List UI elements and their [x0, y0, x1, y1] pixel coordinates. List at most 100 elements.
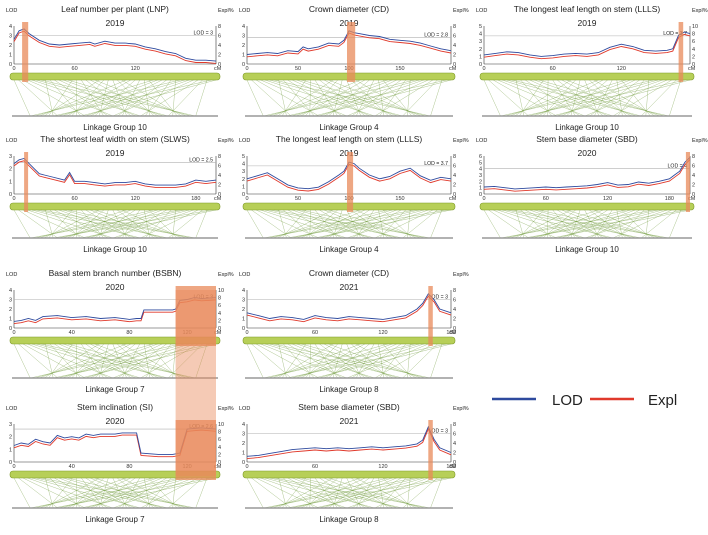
marker-link-line — [145, 343, 172, 379]
right-tick-label: 8 — [453, 24, 456, 30]
marker-link-line — [278, 79, 287, 117]
marker-link-line — [351, 343, 389, 379]
marker-link-line — [48, 477, 73, 509]
marker-link-line — [570, 209, 581, 239]
marker-link-line — [71, 79, 104, 117]
left-tick-label: 1 — [9, 447, 12, 453]
chart-year: 2019 — [106, 18, 125, 28]
marker-link-line — [557, 79, 604, 117]
marker-link-line — [356, 477, 375, 509]
marker-link-line — [269, 209, 403, 239]
marker-link-line — [314, 209, 338, 239]
left-tick-label: 4 — [242, 162, 245, 168]
x-tick-label: 80 — [126, 330, 132, 336]
marker-link-line — [346, 343, 361, 379]
marker-link-line — [328, 79, 422, 117]
chart-title: Basal stem branch number (BSBN) — [49, 268, 182, 278]
threshold-label: LOD = 3 — [429, 429, 449, 435]
expl-series-line — [13, 429, 217, 458]
left-axis-label: LOD — [6, 8, 17, 14]
lod-series-line — [246, 293, 452, 320]
chart-year: 2021 — [340, 282, 359, 292]
left-tick-label: 3 — [9, 298, 12, 304]
marker-link-line — [94, 79, 187, 117]
left-tick-label: 2 — [242, 441, 245, 447]
x-tick-label: 120 — [131, 196, 140, 202]
right-axis-label: Expl% — [453, 138, 469, 144]
marker-link-line — [323, 79, 397, 117]
marker-link-line — [67, 343, 191, 379]
marker-link-line — [319, 343, 366, 379]
linkage-group-label: Linkage Group 10 — [83, 245, 147, 254]
qtl-highlight-band — [678, 22, 684, 82]
marker-link-line — [31, 343, 141, 379]
marker-link-line — [296, 79, 398, 117]
left-tick-label: 3 — [242, 432, 245, 438]
marker-link-line — [13, 477, 31, 509]
marker-link-line — [324, 343, 394, 379]
linkage-group-label: Linkage Group 8 — [319, 515, 379, 524]
marker-link-line — [172, 343, 176, 379]
marker-link-line — [195, 477, 208, 509]
marker-link-line — [286, 343, 447, 379]
threshold-label: LOD = 3.7 — [424, 161, 448, 167]
marker-link-line — [172, 477, 176, 509]
marker-link-line — [314, 343, 452, 379]
marker-link-line — [347, 477, 429, 509]
marker-link-line — [121, 343, 182, 379]
x-unit-label: cM — [449, 330, 457, 336]
marker-link-line — [67, 79, 131, 117]
right-tick-label: 2 — [218, 183, 221, 189]
marker-link-line — [493, 209, 557, 239]
left-tick-label: 4 — [242, 422, 245, 428]
marker-link-line — [319, 477, 366, 509]
marker-link-line — [53, 343, 212, 379]
x-tick-label: 60 — [312, 464, 318, 470]
marker-link-line — [314, 477, 452, 509]
marker-link-line — [90, 477, 159, 509]
linkage-group-label: Linkage Group 8 — [319, 385, 379, 394]
marker-link-line — [67, 343, 131, 379]
left-axis-label: LOD — [239, 8, 250, 14]
marker-link-line — [356, 209, 375, 239]
marker-link-line — [113, 343, 194, 379]
marker-link-line — [511, 79, 669, 117]
marker-link-line — [407, 477, 411, 509]
legend-label-lod: LOD — [552, 392, 583, 409]
marker-link-line — [278, 209, 287, 239]
chart-title: Leaf number per plant (LNP) — [61, 4, 169, 14]
marker-link-line — [515, 79, 525, 117]
marker-link-line — [76, 79, 77, 117]
marker-link-line — [263, 343, 415, 379]
marker-link-line — [67, 477, 191, 509]
marker-link-line — [140, 79, 199, 117]
chart-panel: Stem base diameter (SBD)LOD Expl%01234560… — [476, 134, 708, 254]
marker-link-line — [324, 79, 394, 117]
expl-series-line — [246, 427, 452, 460]
expl-series-line — [246, 295, 452, 323]
marker-link-line — [71, 343, 104, 379]
right-tick-label: 6 — [218, 303, 221, 309]
left-tick-label: 1 — [242, 317, 245, 323]
marker-link-line — [40, 477, 196, 509]
x-tick-label: 120 — [617, 66, 626, 72]
marker-link-line — [277, 343, 334, 379]
right-tick-label: 8 — [692, 154, 695, 160]
left-tick-label: 1 — [242, 451, 245, 457]
marker-link-line — [355, 209, 417, 239]
right-axis-label: Expl% — [453, 272, 469, 278]
marker-link-line — [287, 343, 343, 379]
x-tick-label: 0 — [12, 330, 15, 336]
right-tick-label: 6 — [218, 34, 221, 40]
right-tick-label: 4 — [218, 311, 221, 317]
marker-link-line — [566, 79, 660, 117]
marker-link-line — [144, 343, 150, 379]
marker-link-line — [328, 209, 422, 239]
x-unit-label: cM — [214, 464, 222, 470]
right-tick-label: 4 — [218, 173, 221, 179]
marker-link-line — [351, 79, 389, 117]
marker-link-line — [117, 79, 155, 117]
marker-link-line — [40, 79, 196, 117]
marker-link-line — [314, 343, 338, 379]
marker-link-line — [542, 79, 576, 117]
